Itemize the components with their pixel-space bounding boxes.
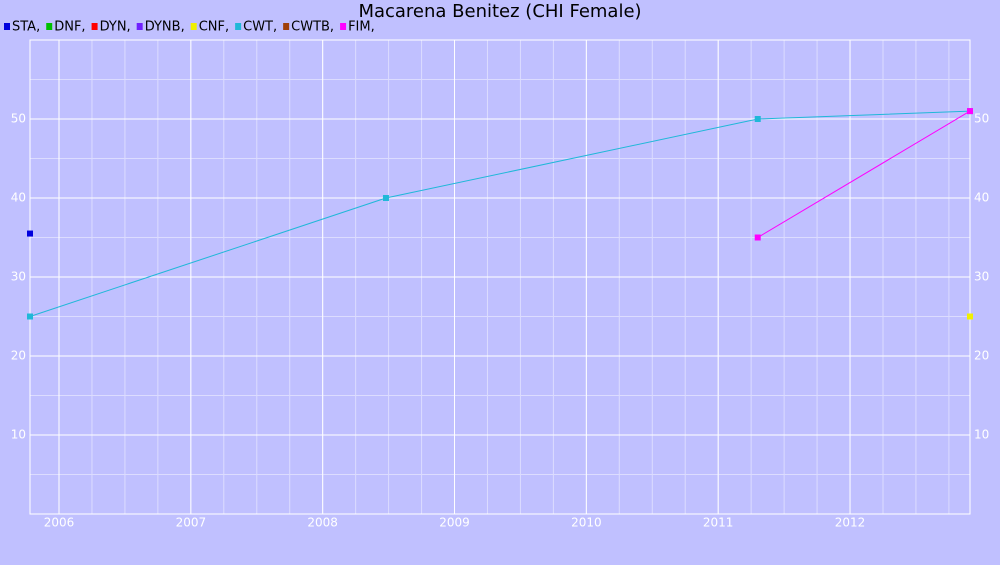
x-tick-label: 2010 (571, 516, 602, 530)
point (754, 234, 761, 241)
y-tick-label-right: 30 (974, 270, 989, 284)
legend-swatch (91, 23, 98, 30)
legend-swatch (235, 23, 242, 30)
series-line (29, 110, 971, 317)
y-tick-label: 10 (11, 428, 26, 442)
legend-label: CWT, (243, 20, 277, 35)
point (382, 195, 389, 201)
x-tick-label: 2012 (835, 516, 866, 530)
y-tick-label: 50 (11, 112, 26, 126)
legend-label: FIM, (348, 20, 375, 35)
point (967, 313, 973, 320)
plot-frame (29, 39, 971, 515)
y-tick-label-right: 20 (974, 349, 989, 363)
legend-label: DNF, (54, 20, 85, 35)
y-tick-label-right: 40 (974, 191, 989, 205)
legend-swatch (340, 23, 347, 30)
legend-swatch (46, 23, 53, 30)
legend-swatch (136, 23, 143, 30)
x-tick-label: 2006 (44, 516, 75, 530)
y-tick-label-right: 50 (974, 112, 989, 126)
legend-label: CWTB, (291, 20, 334, 35)
legend-swatch (4, 23, 10, 30)
x-tick-label: 2007 (176, 516, 207, 530)
legend-swatch (283, 23, 290, 30)
chart-title: Macarena Benitez (CHI Female) (358, 1, 641, 22)
legend-swatch (190, 23, 197, 30)
point (967, 108, 973, 115)
y-tick-label: 40 (11, 191, 26, 205)
x-tick-label: 2009 (439, 516, 470, 530)
series-line (757, 110, 971, 238)
point (754, 116, 761, 122)
legend-label: CNF, (199, 20, 229, 35)
y-tick-label: 20 (11, 349, 26, 363)
y-tick-label-right: 10 (974, 428, 989, 442)
y-tick-label: 30 (11, 270, 26, 284)
legend-label: STA, (12, 20, 40, 35)
x-tick-label: 2008 (307, 516, 338, 530)
legend-label: DYN, (100, 20, 131, 35)
x-tick-label: 2011 (703, 516, 734, 530)
point (27, 313, 33, 320)
point (27, 230, 33, 237)
legend-label: DYNB, (145, 20, 185, 35)
